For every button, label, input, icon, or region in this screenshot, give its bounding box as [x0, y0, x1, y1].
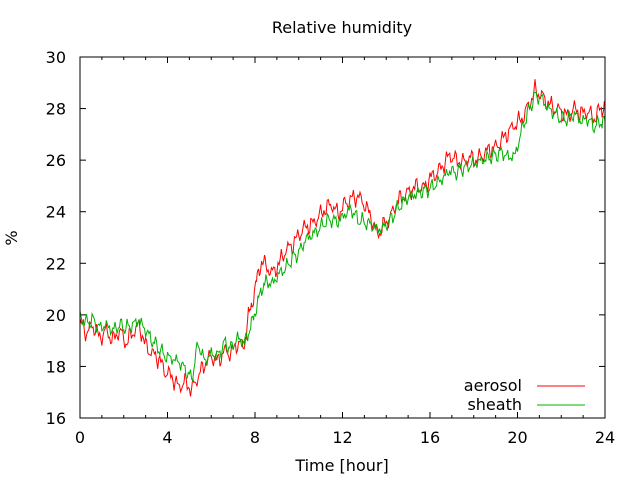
y-axis-label: %	[2, 230, 21, 245]
y-tick-label: 18	[46, 357, 66, 376]
x-axis-label: Time [hour]	[294, 456, 388, 475]
y-tick-label: 30	[46, 48, 66, 67]
x-tick-label: 12	[332, 428, 352, 447]
legend-label-sheath: sheath	[467, 395, 522, 414]
y-tick-label: 24	[46, 203, 66, 222]
x-tick-label: 24	[595, 428, 615, 447]
y-tick-label: 16	[46, 409, 66, 428]
y-tick-label: 22	[46, 254, 66, 273]
x-tick-label: 0	[75, 428, 85, 447]
series-layer	[79, 79, 606, 397]
y-tick-label: 28	[46, 100, 66, 119]
plot-frame	[79, 56, 606, 419]
x-tick-label: 16	[420, 428, 440, 447]
x-tick-label: 8	[250, 428, 260, 447]
series-line-aerosol	[79, 79, 606, 397]
axis-ticks: 0 4 8 12 16 20 24 16 18 20 22 24 26 28 30	[46, 48, 616, 447]
series-line-sheath	[79, 91, 606, 383]
x-tick-label: 20	[507, 428, 527, 447]
y-tick-label: 20	[46, 306, 66, 325]
x-tick-label: 4	[162, 428, 172, 447]
y-tick-label: 26	[46, 151, 66, 170]
legend-label-aerosol: aerosol	[464, 376, 522, 395]
chart-title: Relative humidity	[272, 18, 412, 37]
